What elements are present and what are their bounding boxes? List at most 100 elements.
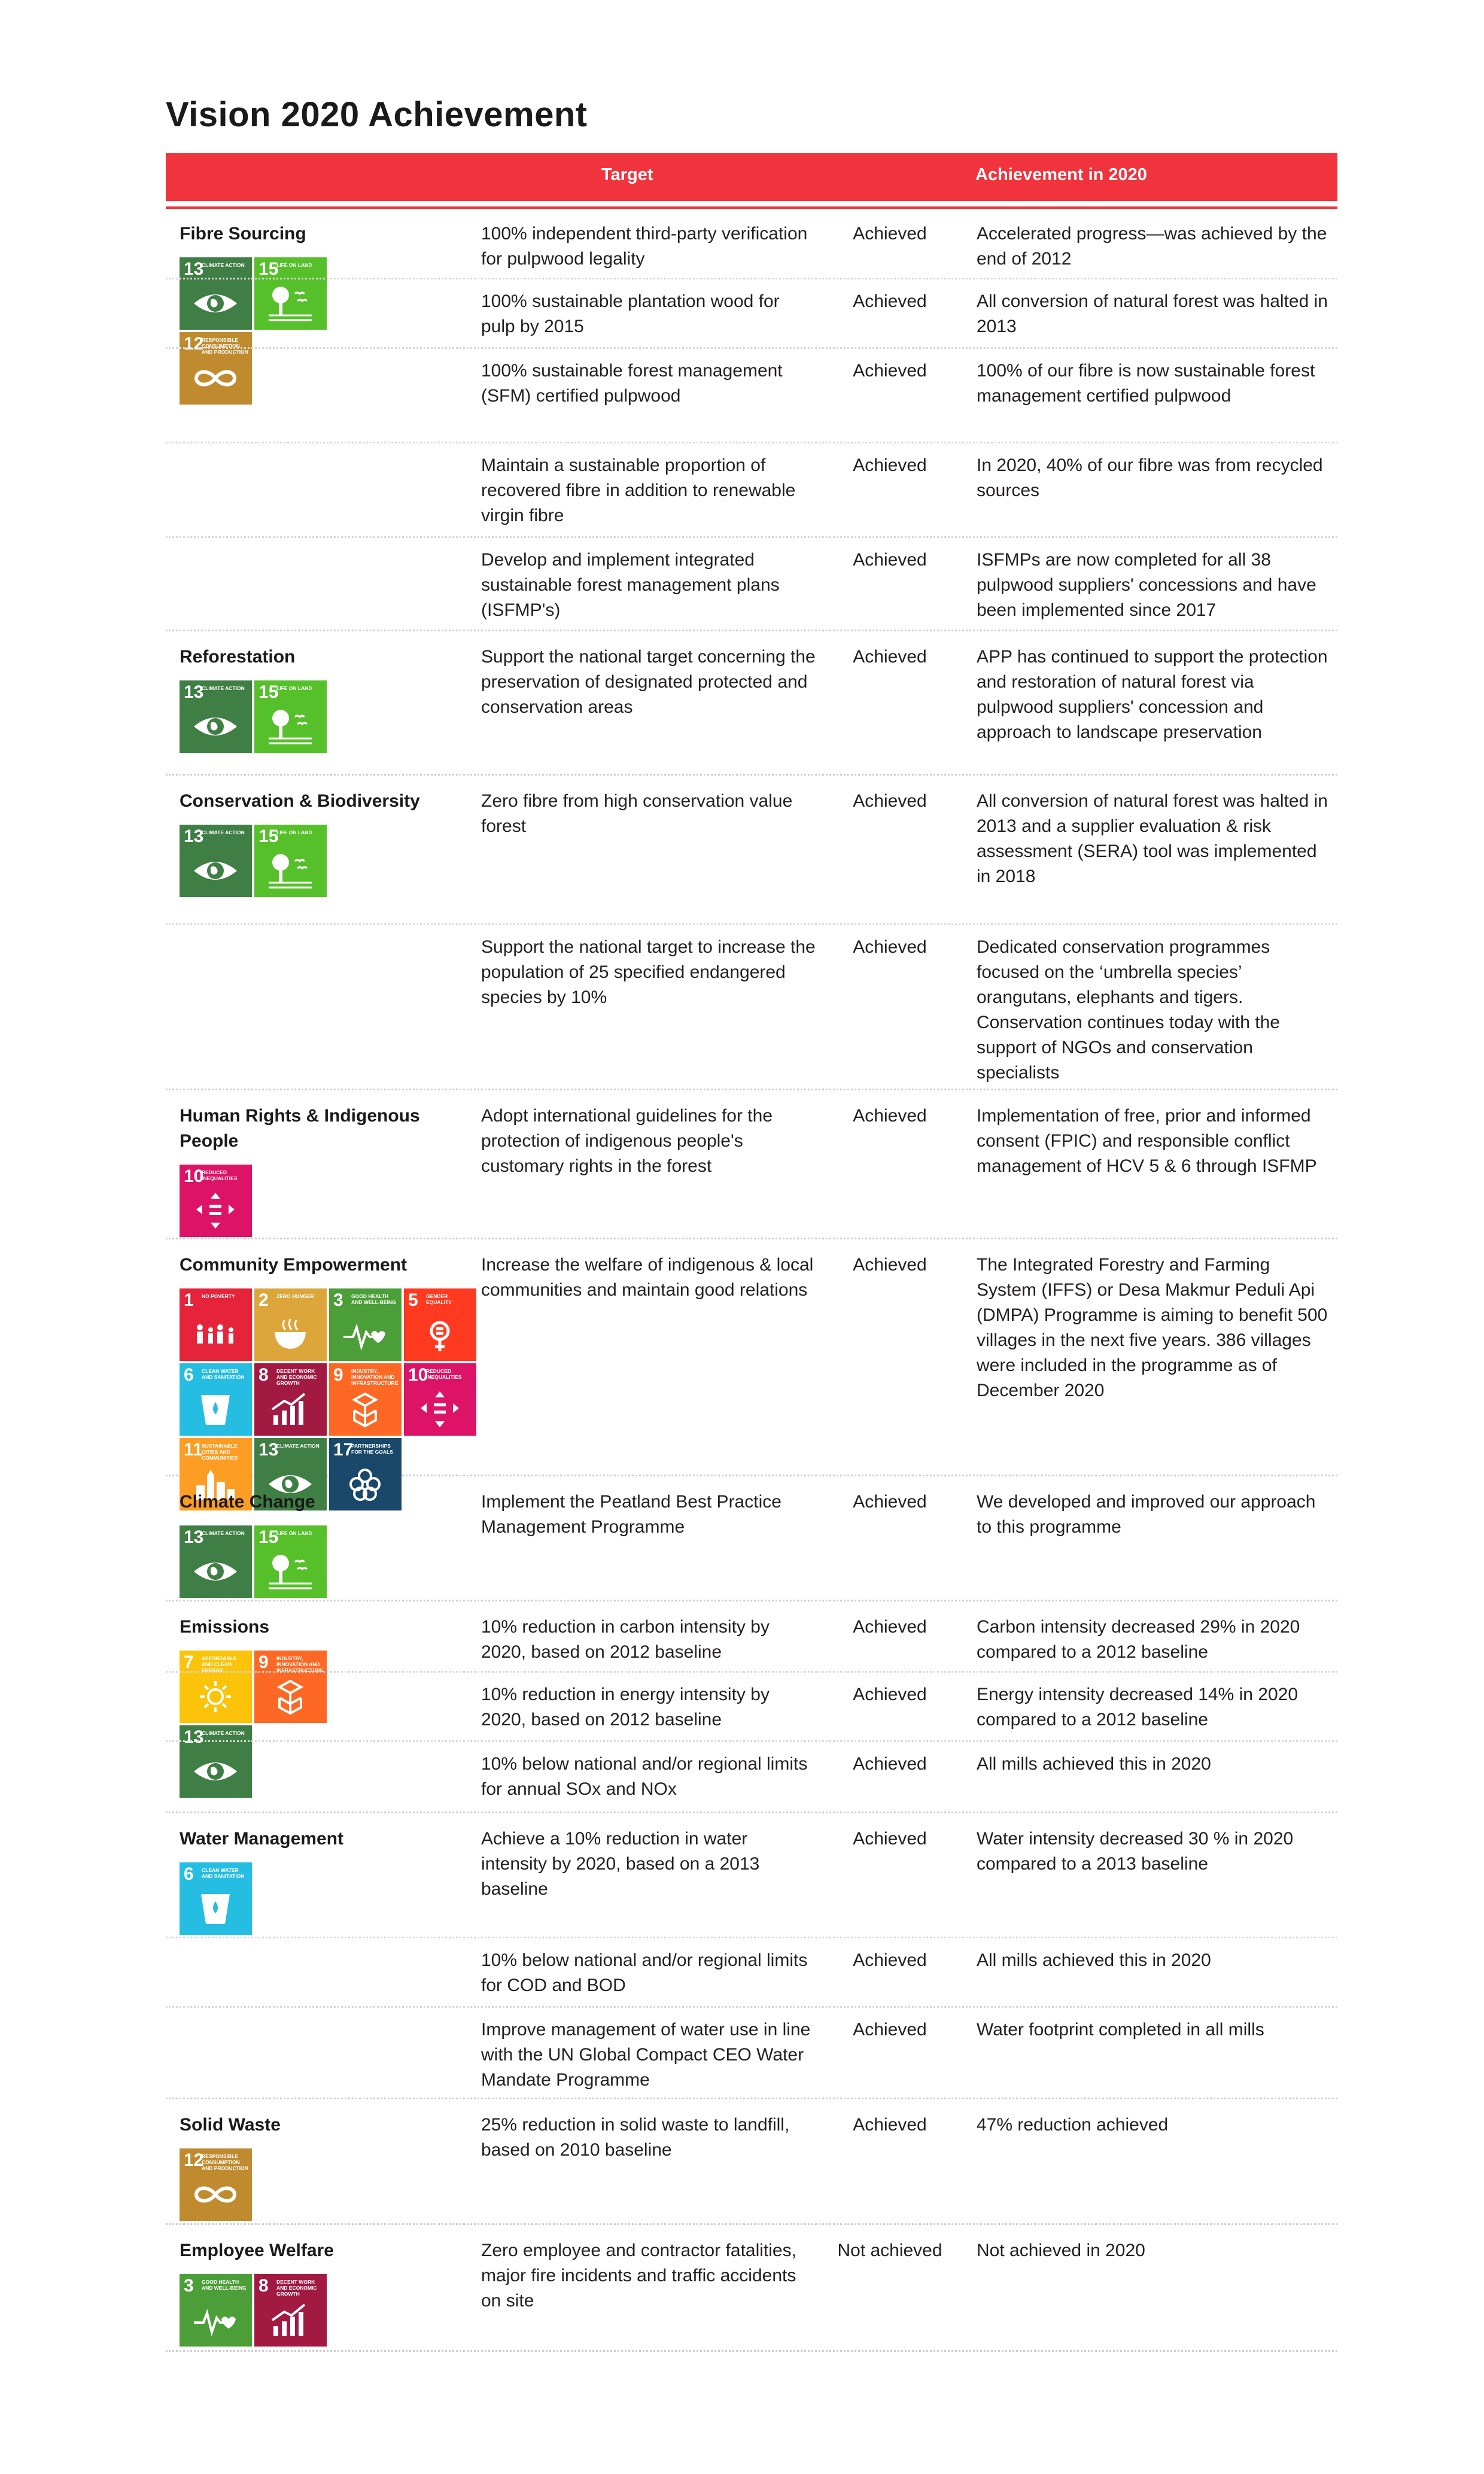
sdg-number: 13 <box>184 826 204 846</box>
sdg-number: 12 <box>184 2150 204 2170</box>
section-community-empowerment: Community Empowerment 1 No Poverty 2 Zero Hu… <box>166 1239 1337 1510</box>
sdg-number: 10 <box>408 1365 428 1385</box>
sdg-label: Good Health and Well-Being <box>202 2279 247 2291</box>
sdg-12-responsible-consumption-and-production-icon: 12 Responsible Consumption and Production <box>180 332 252 405</box>
sdg-number: 2 <box>259 1290 269 1310</box>
sdg-7-affordable-and-clean-energy-icon: 7 Affordable and Clean Energy <box>180 1651 252 1723</box>
sdg-6-clean-water-and-sanitation-icon: 6 Clean Water and Sanitation <box>180 1363 252 1436</box>
sdg-label: Life on Land <box>276 262 312 268</box>
sdg-15-life-on-land-icon: 15 Life on Land <box>254 257 327 330</box>
status-cell: Achieved <box>853 1829 927 1849</box>
sdg-number: 13 <box>184 1727 204 1747</box>
section-title: Fibre Sourcing <box>180 224 306 244</box>
sdg-label: Clean Water and Sanitation <box>202 1867 245 1879</box>
sdg-number: 9 <box>259 1652 269 1672</box>
table-row: 100% sustainable plantation wood for pul… <box>166 278 1337 336</box>
achievement-cell: In 2020, 40% of our fibre was from recyc… <box>977 455 1323 500</box>
status-cell: Achieved <box>853 647 927 667</box>
sdg-number: 6 <box>184 1365 194 1385</box>
sdg-number: 15 <box>259 826 279 846</box>
table-row: Improve management of water use in line … <box>166 2006 1337 2090</box>
achievement-cell: All conversion of natural forest was hal… <box>977 791 1328 886</box>
sdg-number: 1 <box>184 1290 194 1310</box>
sdg-10-reduced-inequalities-icon: 10 Reduced Inequalities <box>404 1363 476 1436</box>
sdg-number: 6 <box>184 1864 194 1884</box>
target-cell: 100% sustainable plantation wood for pul… <box>481 291 780 336</box>
section-emissions: Emissions 7 Affordable and Clean Energy 9 In… <box>166 1601 1337 1813</box>
sdg-label: Climate Action <box>202 829 245 835</box>
target-cell: Implement the Peatland Best Practice Man… <box>481 1492 781 1537</box>
sdg-label: Life on Land <box>276 1530 312 1536</box>
header-divider <box>166 206 1337 209</box>
sdg-number: 13 <box>259 1440 279 1460</box>
achievement-cell: Energy intensity decreased 14% in 2020 c… <box>977 1685 1298 1730</box>
sdg-3-good-health-and-well-being-icon: 3 Good Health and Well-Being <box>329 1288 402 1361</box>
sdg-9-industry-innovation-and-infrastructure-icon: 9 Industry, Innovation and Infrastructure <box>254 1651 327 1723</box>
sdg-8-decent-work-and-economic-growth-icon: 8 Decent Work and Economic Growth <box>254 2274 327 2347</box>
achievement-cell: All mills achieved this in 2020 <box>977 1754 1211 1774</box>
target-cell: 10% reduction in energy intensity by 202… <box>481 1685 770 1730</box>
sdg-17-partnerships-for-the-goals-icon: 17 Partnerships for the Goals <box>329 1438 402 1510</box>
sdg-1-no-poverty-icon: 1 No Poverty <box>180 1288 252 1361</box>
section-title: Solid Waste <box>180 2115 281 2135</box>
sdg-label: Responsible Consumption and Production <box>202 2153 248 2171</box>
status-cell: Achieved <box>853 291 927 311</box>
sdg-number: 13 <box>184 259 204 279</box>
section-title: Water Management <box>180 1829 343 1849</box>
sdg-label: Industry, Innovation and Infrastructure <box>351 1368 399 1386</box>
table-row: Support the national target to increase … <box>166 923 1337 1083</box>
status-cell: Achieved <box>853 361 927 381</box>
sdg-label: Reduced Inequalities <box>202 1169 238 1181</box>
status-cell: Achieved <box>853 1685 927 1704</box>
sdg-number: 3 <box>333 1290 343 1310</box>
achievement-cell: All mills achieved this in 2020 <box>977 1950 1211 1970</box>
sdg-13-climate-action-icon: 13 Climate Action <box>180 257 252 330</box>
sdg-15-life-on-land-icon: 15 Life on Land <box>254 825 327 897</box>
section-climate-change: Climate Change 13 Climate Action 15 Life on … <box>166 1476 1337 1601</box>
table-row: 10% below national and/or regional limit… <box>166 1740 1337 1799</box>
sdg-number: 9 <box>333 1365 343 1385</box>
sdg-number: 5 <box>408 1290 418 1310</box>
sdg-13-climate-action-icon: 13 Climate Action <box>180 680 252 753</box>
status-cell: Achieved <box>853 224 927 244</box>
sdg-8-decent-work-and-economic-growth-icon: 8 Decent Work and Economic Growth <box>254 1363 327 1436</box>
header-target: Target <box>601 165 653 184</box>
sdg-label: Industry, Innovation and Infrastructure <box>276 1655 324 1673</box>
sdg-5-gender-equality-icon: 5 Gender Equality <box>404 1288 476 1361</box>
sdg-11-sustainable-cities-and-communities-icon: 11 Sustainable Cities and Communities <box>180 1438 252 1510</box>
sdg-label: Climate Action <box>202 262 245 268</box>
achievement-cell: Implementation of free, prior and inform… <box>977 1106 1317 1176</box>
sdg-number: 8 <box>259 2276 269 2296</box>
sdg-label: Climate Action <box>202 1730 245 1736</box>
target-cell: Maintain a sustainable proportion of rec… <box>481 455 796 525</box>
section-conservation-biodiversity: Conservation & Biodiversity 13 Climate Act… <box>166 776 1337 1090</box>
table-row: Maintain a sustainable proportion of rec… <box>166 442 1337 525</box>
sdg-number: 12 <box>184 334 204 354</box>
section-human-rights-indigenous-people: Human Rights & Indigenous People 10 Reduce… <box>166 1090 1337 1239</box>
section-employee-welfare: Employee Welfare 3 Good Health and Well-Be… <box>166 2225 1337 2352</box>
sdg-number: 17 <box>333 1440 354 1460</box>
achievement-cell: We developed and improved our approach t… <box>977 1492 1316 1537</box>
section-title: Reforestation <box>180 647 296 667</box>
achievement-cell: 47% reduction achieved <box>977 2115 1169 2135</box>
sdg-label: Sustainable Cities and Communities <box>202 1443 238 1461</box>
sdg-label: No Poverty <box>202 1293 235 1299</box>
achievement-cell: APP has continued to support the protect… <box>977 647 1328 742</box>
sdg-number: 7 <box>184 1652 194 1672</box>
sdg-2-zero-hunger-icon: 2 Zero Hunger <box>254 1288 327 1361</box>
target-cell: 25% reduction in solid waste to landfill… <box>481 2115 790 2160</box>
sdg-9-industry-innovation-and-infrastructure-icon: 9 Industry, Innovation and Infrastructure <box>329 1363 402 1436</box>
sdg-label: Decent Work and Economic Growth <box>276 1368 317 1386</box>
target-cell: Improve management of water use in line … <box>481 2020 811 2090</box>
sdg-label: Affordable and Clean Energy <box>202 1655 237 1673</box>
achievement-cell: Not achieved in 2020 <box>977 2241 1145 2260</box>
target-cell: Zero fibre from high conservation value … <box>481 791 793 836</box>
sdg-label: Responsible Consumption and Production <box>202 337 248 355</box>
sdg-label: Clean Water and Sanitation <box>202 1368 245 1380</box>
status-cell: Achieved <box>853 455 927 475</box>
achievement-cell: 100% of our fibre is now sustainable for… <box>977 361 1315 406</box>
achievement-cell: Water footprint completed in all mills <box>977 2020 1264 2040</box>
target-cell: Adopt international guidelines for the p… <box>481 1106 773 1176</box>
achievement-cell: The Integrated Forestry and Farming Syst… <box>977 1255 1328 1400</box>
section-solid-waste: Solid Waste 12 Responsible Consumption and… <box>166 2099 1337 2225</box>
